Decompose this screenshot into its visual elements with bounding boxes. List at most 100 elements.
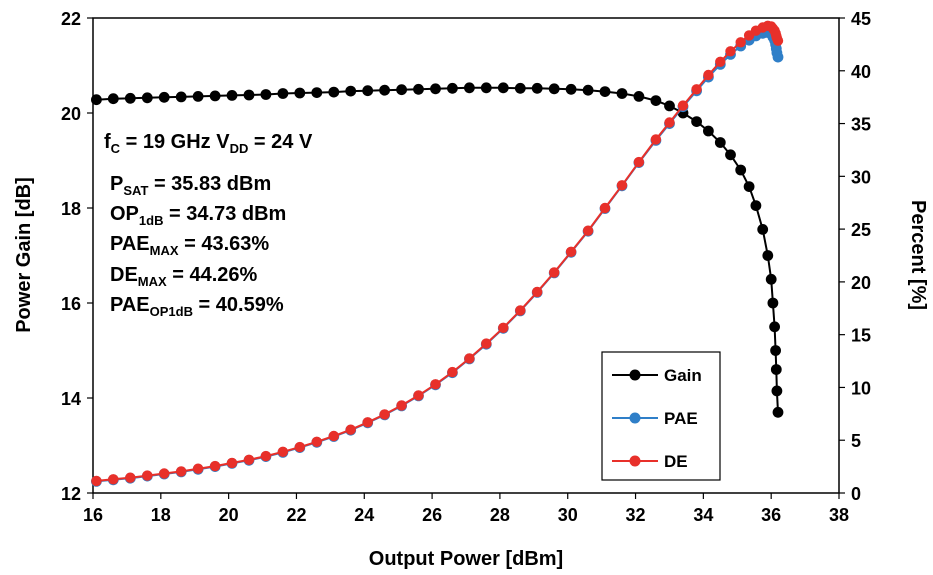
data-point-de [515, 305, 526, 316]
data-point-de [379, 409, 390, 420]
data-point-de [243, 454, 255, 465]
data-point-de [549, 267, 560, 278]
data-point-de [108, 474, 119, 485]
data-point-gain [762, 250, 774, 261]
y-tick-label: 20 [61, 104, 81, 124]
x-axis-ticks: 16 18 20 22 24 26 28 30 32 34 36 38 [83, 493, 849, 525]
series-layer [91, 20, 784, 487]
data-point-gain [770, 345, 781, 356]
annotation-part: = 19 GHz V [120, 131, 230, 153]
data-point-gain [750, 200, 762, 212]
data-point-gain [91, 94, 102, 106]
data-point-gain [616, 88, 628, 99]
data-point-de [633, 156, 645, 168]
legend-swatch-marker [629, 455, 641, 467]
x-axis-title: Output Power [dBm] [369, 548, 563, 570]
annotation-paemax: PAEMAX = 43.63% [110, 233, 269, 258]
data-point-gain [430, 83, 441, 95]
annotation-part: MAX [138, 274, 167, 289]
data-point-de [413, 390, 424, 401]
y2-tick-label: 5 [851, 431, 861, 451]
annotations: fC = 19 GHz VDD = 24 V PSAT = 35.83 dBm OP… [104, 131, 313, 319]
y2-axis-ticks: 0 5 10 15 20 25 30 35 40 45 [839, 9, 871, 504]
data-point-de [226, 457, 238, 469]
data-point-gain [277, 88, 289, 99]
data-point-gain [772, 406, 784, 418]
data-point-de [260, 450, 272, 462]
x-tick-label: 28 [490, 505, 510, 525]
y-tick-label: 22 [61, 9, 81, 29]
legend: Gain PAE DE [601, 351, 721, 481]
annotation-part: OP1dB [150, 304, 193, 319]
data-point-de [532, 286, 543, 298]
annotation-psat: PSAT = 35.83 dBm [110, 173, 271, 198]
x-tick-label: 18 [151, 505, 171, 525]
data-point-de [664, 117, 675, 128]
data-point-gain [757, 224, 769, 235]
x-tick-label: 16 [83, 505, 103, 525]
annotation-part: OP [110, 203, 139, 225]
data-point-de [725, 46, 736, 57]
annotation-part: = 44.26% [167, 264, 258, 286]
x-tick-label: 20 [219, 505, 239, 525]
data-point-de [715, 56, 726, 67]
data-point-gain [294, 87, 306, 99]
data-point-de [616, 180, 628, 191]
data-point-gain [582, 84, 594, 96]
data-point-gain [311, 87, 323, 98]
data-point-gain [396, 84, 407, 96]
data-point-de [735, 37, 746, 48]
data-point-gain [771, 385, 783, 397]
annotation-paeop1db: PAEOP1dB = 40.59% [110, 294, 284, 319]
data-point-gain [124, 92, 136, 104]
data-point-de [464, 353, 475, 364]
y-tick-label: 18 [61, 199, 81, 219]
y-axis-ticks: 12 14 16 18 20 22 [61, 9, 93, 504]
data-point-de [176, 466, 187, 477]
data-point-gain [328, 86, 340, 98]
data-point-de [650, 134, 662, 145]
x-tick-label: 36 [761, 505, 781, 525]
data-point-gain [691, 116, 702, 127]
data-point-de [159, 468, 170, 479]
y-tick-label: 12 [61, 484, 81, 504]
data-point-de [328, 430, 339, 442]
data-point-gain [226, 90, 238, 101]
data-point-de [142, 470, 153, 481]
series-line-gain [96, 86, 779, 413]
data-point-de [125, 472, 136, 483]
series-gain [91, 82, 784, 418]
data-point-gain [633, 91, 645, 102]
data-point-de [677, 100, 689, 111]
y2-tick-label: 40 [851, 62, 871, 82]
data-point-de [565, 246, 577, 257]
y-tick-label: 14 [61, 389, 81, 409]
y-axis-title: Power Gain [dB] [13, 177, 35, 333]
data-point-de [277, 446, 289, 457]
data-point-gain [192, 91, 204, 102]
y-tick-label: 16 [61, 294, 81, 314]
legend-box [601, 351, 721, 481]
data-point-gain [379, 84, 390, 96]
annotation-part: C [111, 141, 121, 156]
legend-label-de: DE [664, 452, 688, 471]
x-tick-label: 32 [626, 505, 646, 525]
y2-tick-label: 35 [851, 115, 871, 135]
data-point-de [192, 463, 204, 474]
annotation-part: = 40.59% [193, 294, 284, 316]
data-point-de [311, 436, 322, 447]
annotation-part: = 34.73 dBm [163, 203, 286, 225]
data-point-de [703, 69, 714, 81]
plot-area [92, 17, 840, 494]
data-point-de [582, 225, 594, 236]
y2-tick-label: 20 [851, 273, 871, 293]
annotation-part: DE [110, 264, 138, 286]
x-tick-label: 24 [354, 505, 374, 525]
y2-tick-label: 15 [851, 326, 871, 346]
data-point-de [430, 379, 441, 390]
data-point-gain [548, 83, 560, 95]
data-point-gain [650, 95, 662, 106]
data-point-gain [514, 82, 526, 94]
data-point-de [691, 84, 702, 95]
data-point-gain [664, 100, 675, 112]
